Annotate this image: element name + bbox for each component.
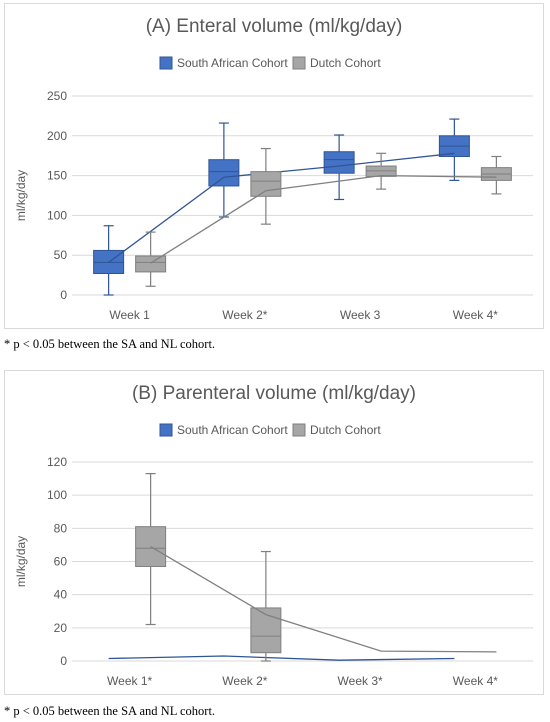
- y-tick-label: 100: [47, 208, 67, 222]
- y-tick-label: 100: [47, 488, 67, 502]
- mean-line-nl: [150, 546, 497, 653]
- y-tick-label: 120: [47, 455, 67, 469]
- y-tick-label: 80: [54, 521, 68, 535]
- x-tick-label: Week 4*: [453, 674, 498, 688]
- mean-line-nl: [150, 174, 497, 264]
- x-tick-label: Week 3*: [338, 674, 383, 688]
- y-axis-label: ml/kg/day: [14, 536, 28, 587]
- x-tick-label: Week 2*: [222, 308, 267, 322]
- box-sa: [323, 151, 355, 174]
- y-tick-label: 250: [47, 89, 67, 103]
- box-nl: [250, 607, 282, 654]
- chart-b-svg: (B) Parenteral volume (ml/kg/day) South A…: [14, 383, 533, 688]
- legend-swatch-nl: [292, 423, 306, 437]
- chart-title: (B) Parenteral volume (ml/kg/day): [132, 383, 416, 404]
- legend-label-sa: South African Cohort: [177, 423, 288, 437]
- y-tick-label: 200: [47, 129, 67, 143]
- legend-swatch-nl: [292, 56, 306, 70]
- legend-label-nl: Dutch Cohort: [310, 56, 381, 70]
- chart-panel-b: (B) Parenteral volume (ml/kg/day) South A…: [4, 370, 544, 695]
- legend-swatch-sa: [159, 423, 173, 437]
- box-sa: [208, 159, 240, 187]
- box-nl: [135, 255, 167, 273]
- y-tick-label: 0: [60, 654, 67, 668]
- legend-label-nl: Dutch Cohort: [310, 423, 381, 437]
- mean-line-sa: [108, 655, 455, 661]
- x-tick-label: Week 2*: [222, 674, 267, 688]
- y-tick-label: 60: [54, 555, 68, 569]
- y-axis-label: ml/kg/day: [14, 170, 28, 221]
- box-nl: [250, 171, 282, 197]
- x-tick-label: Week 1: [109, 308, 150, 322]
- legend-swatch-sa: [159, 56, 173, 70]
- y-tick-label: 40: [54, 588, 68, 602]
- chart-panel-a: (A) Enteral volume (ml/kg/day) South Afri…: [4, 3, 544, 329]
- legend-label-sa: South African Cohort: [177, 56, 288, 70]
- x-tick-label: Week 1*: [107, 674, 152, 688]
- chart-a-svg: (A) Enteral volume (ml/kg/day) South Afri…: [14, 16, 533, 322]
- y-tick-label: 50: [54, 248, 68, 262]
- y-tick-label: 0: [60, 288, 67, 302]
- footnote-a: * p < 0.05 between the SA and NL cohort.: [4, 337, 216, 351]
- x-tick-label: Week 4*: [453, 308, 498, 322]
- y-tick-label: 150: [47, 169, 67, 183]
- footnote-b: * p < 0.05 between the SA and NL cohort.: [4, 704, 216, 718]
- y-tick-label: 20: [54, 621, 68, 635]
- mean-line-sa: [108, 152, 455, 263]
- x-tick-label: Week 3: [340, 308, 381, 322]
- chart-title: (A) Enteral volume (ml/kg/day): [146, 16, 403, 37]
